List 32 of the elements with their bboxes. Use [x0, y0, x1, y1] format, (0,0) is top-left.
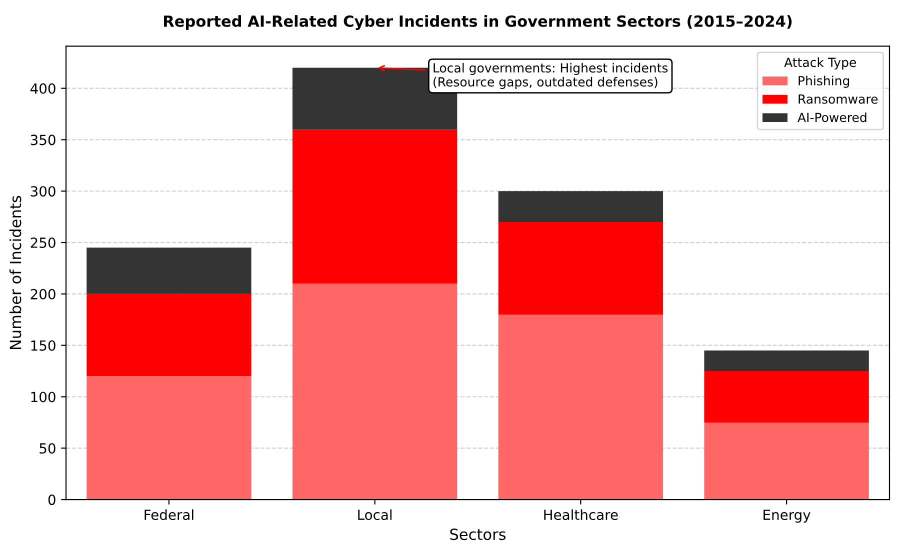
x-tick-label: Energy: [764, 510, 810, 523]
bar: [86, 248, 252, 294]
bar: [498, 314, 664, 500]
bar: [292, 284, 458, 500]
bar: [704, 371, 869, 422]
y-tick-label: 350: [30, 134, 56, 146]
bar: [292, 129, 458, 284]
x-axis-title: Sectors: [450, 528, 506, 540]
y-axis-title: Number of Incidents: [9, 196, 22, 350]
legend-title: Attack Type: [784, 57, 856, 70]
legend-label: AI-Powered: [798, 112, 866, 122]
y-tick-label: 300: [30, 186, 56, 197]
y-tick-label: 150: [31, 340, 56, 351]
y-tick-label: 100: [31, 392, 56, 402]
bar: [704, 350, 869, 372]
bar: [704, 422, 869, 500]
chart-title: Reported AI-Related Cyber Incidents in Government Sectors (2015–2024): [164, 15, 792, 30]
annotation: Local governments: Highest incidents (Resource gaps, outdated defenses): [434, 62, 668, 90]
x-tick-label: Healthcare: [544, 509, 618, 520]
y-tick-label: 250: [30, 237, 56, 248]
y-tick-label: 50: [40, 443, 56, 454]
bar: [498, 191, 664, 222]
x-tick-label: Federal: [144, 509, 194, 520]
legend-label: Phishing: [798, 76, 850, 88]
bar: [86, 294, 252, 376]
bar: [86, 376, 252, 500]
y-tick-label: 400: [30, 83, 56, 94]
x-tick-label: Local: [358, 509, 392, 520]
bar: [498, 222, 664, 314]
y-tick-label: 0: [48, 494, 56, 506]
y-tick-label: 200: [30, 288, 56, 300]
legend-label: Ransomware: [798, 94, 878, 104]
